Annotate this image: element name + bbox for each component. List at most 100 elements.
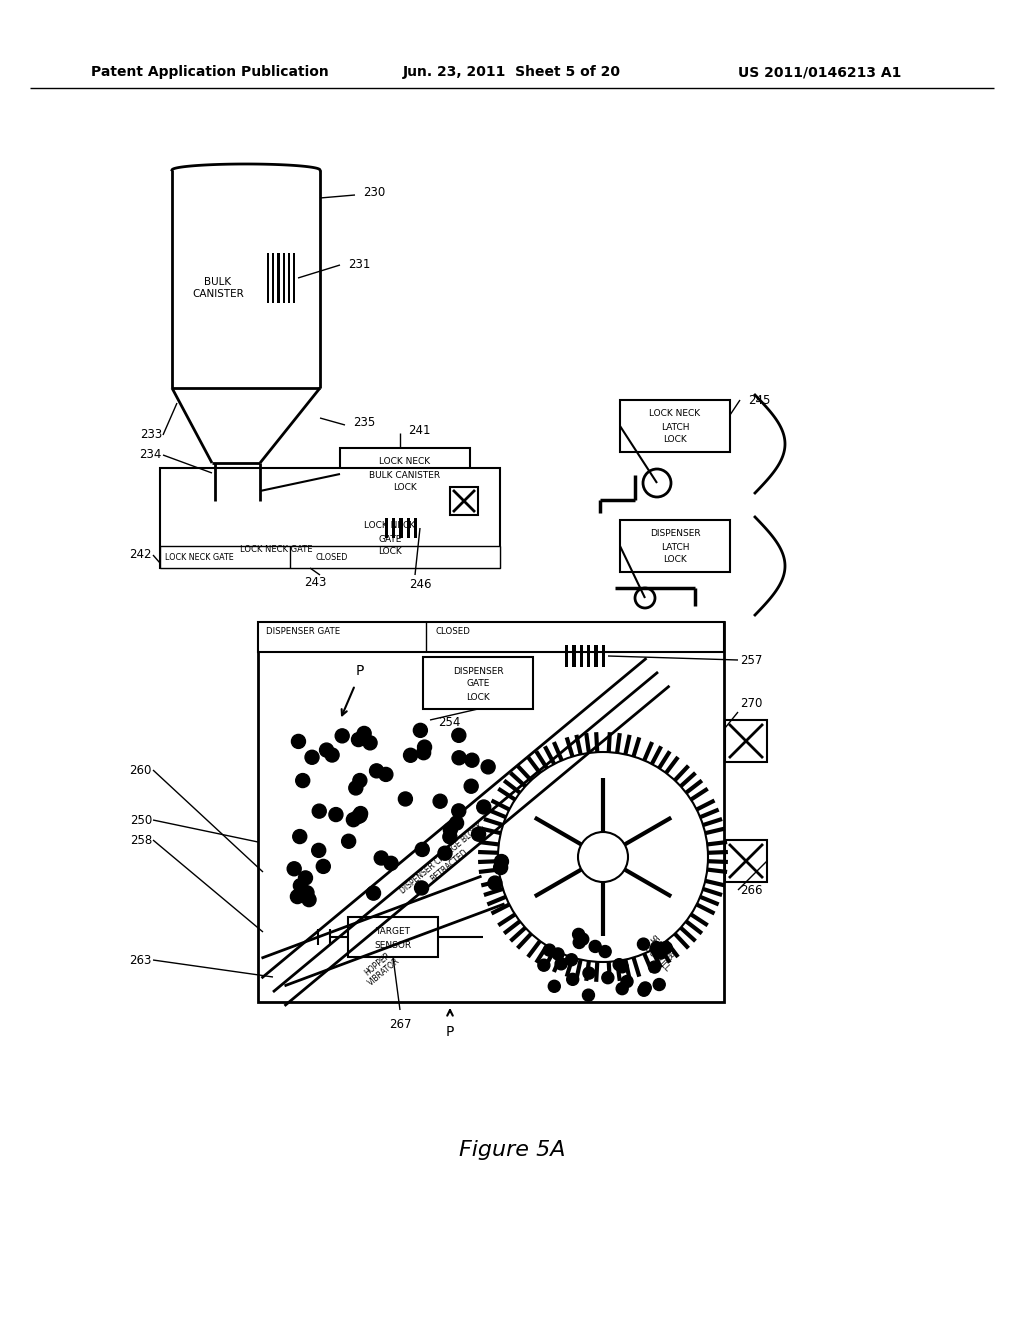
Text: DISPENSER: DISPENSER bbox=[649, 529, 700, 539]
Circle shape bbox=[452, 804, 466, 818]
Bar bbox=[580, 645, 583, 667]
Circle shape bbox=[452, 751, 466, 764]
Circle shape bbox=[488, 876, 502, 890]
Circle shape bbox=[311, 843, 326, 858]
Text: TARGET: TARGET bbox=[376, 927, 411, 936]
Bar bbox=[160, 546, 500, 568]
Circle shape bbox=[302, 892, 316, 907]
Bar bbox=[565, 645, 568, 667]
Text: 260: 260 bbox=[130, 763, 152, 776]
Text: LOCK NECK GATE: LOCK NECK GATE bbox=[165, 553, 233, 561]
Text: LOCK: LOCK bbox=[664, 436, 687, 445]
Bar bbox=[348, 917, 438, 957]
Circle shape bbox=[379, 767, 393, 781]
Text: 257: 257 bbox=[740, 653, 763, 667]
Circle shape bbox=[291, 890, 304, 904]
Bar bbox=[399, 517, 403, 539]
Circle shape bbox=[538, 960, 550, 972]
Circle shape bbox=[555, 958, 567, 970]
Bar bbox=[450, 487, 478, 515]
Text: BULK CANISTER: BULK CANISTER bbox=[370, 470, 440, 479]
Text: LOCK NECK: LOCK NECK bbox=[380, 458, 430, 466]
Bar bbox=[725, 840, 767, 882]
Bar bbox=[587, 645, 590, 667]
Text: DISPENSER GATE: DISPENSER GATE bbox=[266, 627, 340, 636]
Circle shape bbox=[415, 880, 429, 895]
Text: 241: 241 bbox=[408, 424, 430, 437]
Circle shape bbox=[577, 933, 589, 945]
Circle shape bbox=[653, 978, 666, 990]
Text: 235: 235 bbox=[353, 416, 375, 429]
Circle shape bbox=[464, 779, 478, 793]
Text: Figure 5A: Figure 5A bbox=[459, 1140, 565, 1160]
Circle shape bbox=[353, 774, 367, 788]
Circle shape bbox=[294, 879, 307, 892]
Circle shape bbox=[357, 726, 371, 741]
Text: DISPENSER CHARGE BLOCK
RETRACTED: DISPENSER CHARGE BLOCK RETRACTED bbox=[399, 821, 493, 903]
Circle shape bbox=[325, 748, 339, 762]
Circle shape bbox=[312, 804, 327, 818]
Circle shape bbox=[287, 862, 301, 875]
Text: GATE: GATE bbox=[378, 535, 401, 544]
Circle shape bbox=[305, 750, 319, 764]
Circle shape bbox=[602, 972, 613, 983]
Text: LOCK: LOCK bbox=[664, 556, 687, 565]
Circle shape bbox=[353, 809, 367, 822]
Text: BULK
CANISTER: BULK CANISTER bbox=[193, 277, 244, 298]
Bar bbox=[602, 645, 605, 667]
Text: 250: 250 bbox=[130, 813, 152, 826]
Text: LOCK: LOCK bbox=[466, 693, 489, 701]
Text: CLOSED: CLOSED bbox=[436, 627, 471, 636]
Text: CLOSED: CLOSED bbox=[315, 553, 347, 561]
Bar bbox=[725, 719, 767, 762]
Text: SENSOR: SENSOR bbox=[375, 940, 412, 949]
Bar bbox=[340, 447, 470, 500]
Bar bbox=[258, 622, 724, 652]
Circle shape bbox=[384, 857, 398, 870]
Text: DISPENSER: DISPENSER bbox=[453, 667, 504, 676]
Text: 266: 266 bbox=[740, 883, 763, 896]
Bar bbox=[594, 645, 598, 667]
Text: LOCK NECK GATE: LOCK NECK GATE bbox=[240, 545, 312, 554]
Bar bbox=[414, 517, 417, 539]
Circle shape bbox=[613, 958, 626, 970]
Bar bbox=[620, 520, 730, 572]
Circle shape bbox=[298, 871, 312, 884]
Bar bbox=[288, 253, 290, 304]
Circle shape bbox=[417, 746, 431, 760]
Text: 246: 246 bbox=[409, 578, 431, 591]
Bar bbox=[407, 517, 410, 539]
Text: 233: 233 bbox=[139, 429, 162, 441]
Circle shape bbox=[639, 982, 651, 994]
Circle shape bbox=[292, 734, 305, 748]
Circle shape bbox=[319, 743, 334, 758]
Bar bbox=[392, 517, 395, 539]
Bar bbox=[272, 253, 274, 304]
Bar bbox=[283, 253, 285, 304]
Circle shape bbox=[403, 748, 418, 762]
Circle shape bbox=[443, 822, 458, 837]
Circle shape bbox=[573, 936, 586, 949]
Circle shape bbox=[621, 975, 633, 987]
Text: 230: 230 bbox=[362, 186, 385, 198]
Text: 270: 270 bbox=[740, 697, 763, 710]
Text: LATCH: LATCH bbox=[660, 543, 689, 552]
Circle shape bbox=[599, 945, 611, 957]
Circle shape bbox=[346, 813, 360, 826]
Circle shape bbox=[660, 941, 672, 954]
Bar bbox=[340, 512, 440, 562]
Text: 254: 254 bbox=[438, 717, 461, 730]
Circle shape bbox=[293, 829, 307, 843]
Text: US 2011/0146213 A1: US 2011/0146213 A1 bbox=[738, 65, 902, 79]
Text: LOCK: LOCK bbox=[393, 483, 417, 492]
Circle shape bbox=[335, 729, 349, 743]
Circle shape bbox=[364, 735, 377, 750]
Bar bbox=[385, 517, 388, 539]
Circle shape bbox=[374, 851, 388, 865]
Circle shape bbox=[655, 946, 667, 960]
Circle shape bbox=[638, 939, 649, 950]
Bar bbox=[278, 253, 280, 304]
Circle shape bbox=[398, 792, 413, 807]
Circle shape bbox=[583, 968, 595, 979]
Text: HOPPER
VIBRATOR: HOPPER VIBRATOR bbox=[359, 948, 401, 987]
